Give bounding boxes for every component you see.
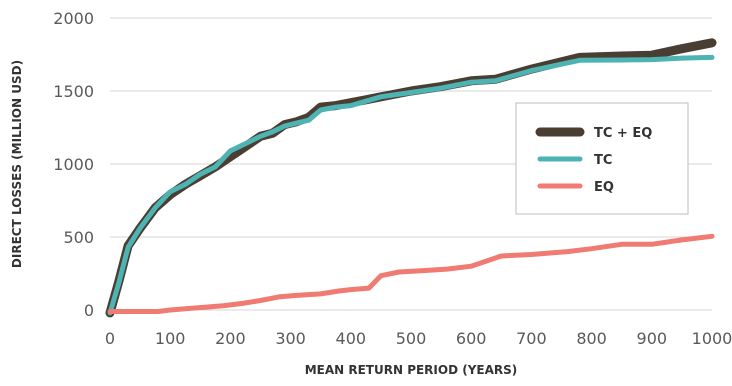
x-tick-label: 100 — [155, 329, 186, 348]
plot-area — [105, 38, 717, 318]
y-tick-label: 2000 — [53, 9, 94, 28]
legend-label: EQ — [594, 180, 614, 195]
y-tick-label: 0 — [84, 301, 94, 320]
x-tick-label: 0 — [105, 329, 115, 348]
x-tick-label: 200 — [215, 329, 246, 348]
y-tick-label: 1000 — [53, 155, 94, 174]
legend-label: TC + EQ — [594, 126, 652, 141]
y-axis-ticks: 0 500 1000 1500 2000 — [53, 9, 94, 320]
x-axis-title: MEAN RETURN PERIOD (YEARS) — [305, 363, 518, 377]
legend-label: TC — [594, 153, 612, 168]
x-tick-label: 600 — [456, 329, 487, 348]
x-tick-label: 900 — [637, 329, 668, 348]
x-tick-label: 400 — [336, 329, 367, 348]
x-axis-ticks: 0 100 200 300 400 500 600 700 800 900 1000 — [105, 329, 732, 348]
legend: TC + EQ TC EQ — [515, 102, 689, 215]
x-tick-label: 500 — [396, 329, 427, 348]
y-tick-label: 500 — [63, 228, 94, 247]
series-line-1 — [107, 54, 715, 316]
x-tick-label: 300 — [275, 329, 306, 348]
x-tick-label: 1000 — [692, 329, 732, 348]
y-tick-label: 1500 — [53, 82, 94, 101]
grid — [110, 17, 712, 311]
series-line-2 — [107, 233, 715, 314]
x-tick-label: 800 — [576, 329, 607, 348]
x-tick-label: 700 — [516, 329, 547, 348]
y-axis-title: DIRECT LOSSES (MILLION USD) — [10, 60, 24, 268]
